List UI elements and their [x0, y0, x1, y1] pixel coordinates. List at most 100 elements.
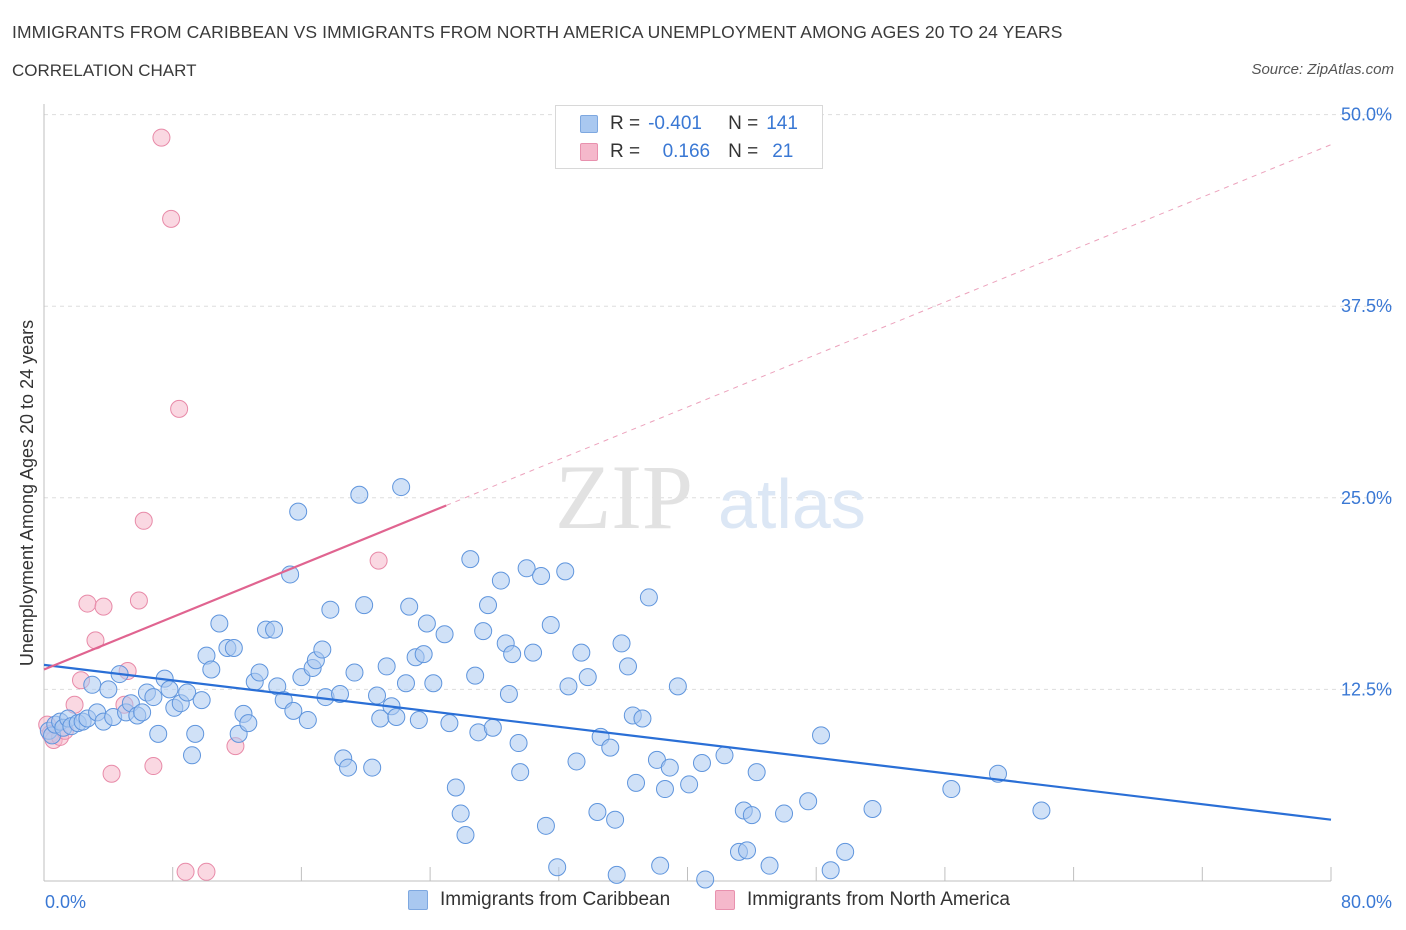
legend-n-value: 141: [766, 113, 798, 134]
caribbean-point: [396, 674, 415, 693]
caribbean-point: [517, 559, 536, 578]
caribbean-point: [799, 792, 818, 811]
caribbean-point: [556, 562, 575, 581]
caribbean-point: [144, 688, 163, 707]
caribbean-point: [606, 810, 625, 829]
legend-row-north-america: R = 0.166 N = 21: [580, 140, 793, 164]
north-america-point: [94, 597, 113, 616]
bottom-legend-label-north-america: Immigrants from North America: [747, 889, 1010, 910]
caribbean-point: [639, 588, 658, 607]
caribbean-point: [239, 714, 258, 733]
caribbean-point: [651, 856, 670, 875]
caribbean-point: [588, 803, 607, 822]
caribbean-point: [532, 566, 551, 585]
caribbean-point: [559, 677, 578, 696]
caribbean-point: [350, 485, 369, 504]
caribbean-point: [178, 683, 197, 702]
y-tick-label: 37.5%: [1341, 296, 1392, 316]
caribbean-point: [696, 870, 715, 889]
north-america-point: [162, 209, 181, 228]
y-tick-label: 50.0%: [1341, 105, 1392, 125]
north-america-point: [129, 591, 148, 610]
bottom-legend-north-america: Immigrants from North America: [715, 889, 1010, 911]
north-america-point: [102, 764, 121, 783]
x-ticks: [43, 867, 1332, 881]
caribbean-point: [692, 753, 711, 772]
caribbean-point: [627, 773, 646, 792]
caribbean-point: [509, 734, 528, 753]
caribbean-point: [224, 639, 243, 658]
caribbean-point: [377, 657, 396, 676]
caribbean-point: [435, 625, 454, 644]
caribbean-point: [680, 775, 699, 794]
y-tick-label: 25.0%: [1341, 488, 1392, 508]
grid-lines: [44, 114, 1392, 690]
caribbean-point: [160, 680, 179, 699]
north-america-point: [176, 862, 195, 881]
caribbean-point: [541, 616, 560, 635]
legend-n-label: N =: [728, 113, 759, 134]
caribbean-point: [715, 746, 734, 765]
caribbean-point: [192, 691, 211, 710]
bottom-legend-caribbean: Immigrants from Caribbean: [408, 889, 670, 911]
caribbean-point: [339, 758, 358, 777]
north-america-point: [170, 399, 189, 418]
bottom-swatch-caribbean: [408, 890, 428, 910]
y-axis-label: Unemployment Among Ages 20 to 24 years: [17, 320, 37, 666]
caribbean-point: [451, 804, 470, 823]
caribbean-point: [83, 675, 102, 694]
caribbean-point: [440, 714, 459, 733]
bottom-legend-label-caribbean: Immigrants from Caribbean: [440, 889, 671, 910]
caribbean-point: [821, 861, 840, 880]
caribbean-point: [655, 780, 674, 799]
caribbean-point: [363, 758, 382, 777]
north-america-point: [144, 757, 163, 776]
caribbean-point: [524, 643, 543, 662]
legend-r-value: 0.166: [662, 141, 711, 162]
caribbean-point: [942, 780, 961, 799]
caribbean-point: [812, 726, 831, 745]
caribbean-point: [863, 799, 882, 818]
caribbean-point: [491, 571, 510, 590]
caribbean-point: [313, 640, 332, 659]
north-america-point: [152, 128, 171, 147]
caribbean-point: [265, 620, 284, 639]
chart-subtitle: CORRELATION CHART: [12, 61, 197, 80]
y-tick-labels: 12.5% 25.0% 37.5% 50.0%: [1341, 105, 1392, 700]
caribbean-point: [321, 600, 340, 619]
legend-r-value: -0.401: [648, 113, 702, 134]
caribbean-point: [747, 763, 766, 782]
caribbean-point: [775, 804, 794, 823]
caribbean-point: [183, 746, 202, 765]
bottom-swatch-north-america: [715, 890, 735, 910]
caribbean-point: [392, 478, 411, 497]
caribbean-point: [988, 764, 1007, 783]
caribbean-point: [289, 502, 308, 521]
caribbean-point: [417, 614, 436, 633]
caribbean-point: [387, 707, 406, 726]
watermark: ZIP atlas: [555, 446, 866, 548]
chart-title: IMMIGRANTS FROM CARIBBEAN VS IMMIGRANTS …: [12, 22, 1063, 42]
caribbean-point: [548, 858, 567, 877]
caribbean-point: [612, 634, 631, 653]
north-america-point: [369, 551, 388, 570]
caribbean-point: [202, 660, 221, 679]
stats-legend: R = -0.401 N = 141 R = 0.166 N = 21: [555, 105, 823, 169]
north-america-trend-extension: [445, 144, 1332, 506]
legend-r-label: R =: [610, 141, 641, 162]
caribbean-point: [456, 826, 475, 845]
legend-swatch-caribbean: [580, 115, 598, 133]
caribbean-point: [368, 686, 387, 705]
caribbean-point: [660, 758, 679, 777]
caribbean-point: [400, 597, 419, 616]
caribbean-point: [511, 763, 530, 782]
north-america-point: [197, 862, 216, 881]
caribbean-point: [668, 677, 687, 696]
source-credit: Source: ZipAtlas.com: [1251, 61, 1394, 78]
trend-lines: [43, 144, 1332, 821]
caribbean-point: [572, 643, 591, 662]
caribbean-point: [474, 622, 493, 641]
caribbean-point: [149, 724, 168, 743]
caribbean-point: [446, 778, 465, 797]
